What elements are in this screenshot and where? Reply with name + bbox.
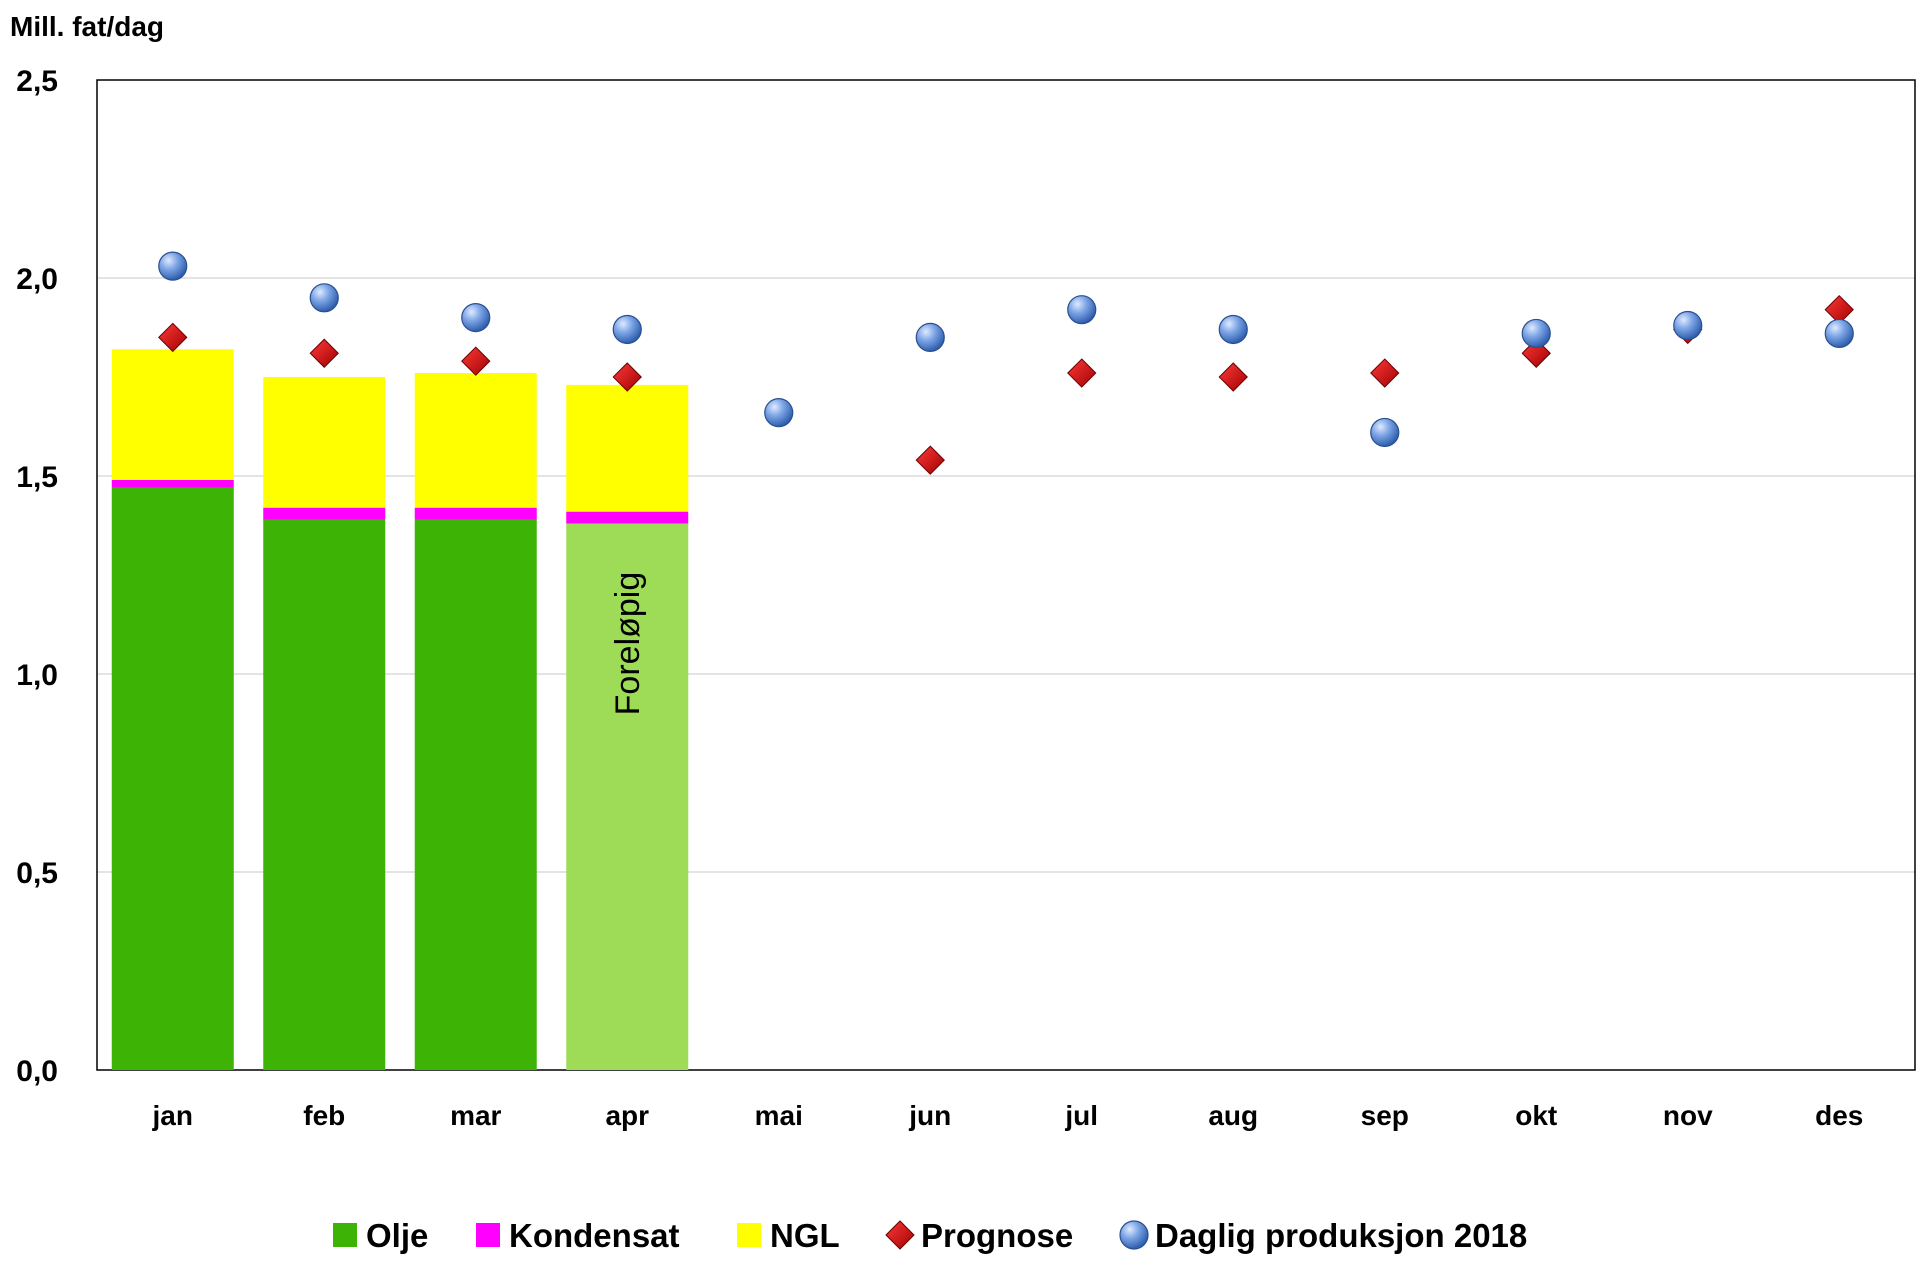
- x-tick-mar: mar: [450, 1100, 501, 1131]
- bar-kondensat-apr: [566, 511, 689, 524]
- legend-swatch-daglig-produksjon-2018: [1119, 1220, 1149, 1250]
- x-tick-okt: okt: [1515, 1100, 1557, 1131]
- legend-label-daglig-produksjon-2018: Daglig produksjon 2018: [1155, 1217, 1527, 1254]
- plot-area-border: [96, 79, 1916, 1071]
- prognose-point-jul: [1067, 358, 1097, 388]
- x-axis-ticks: jan feb mar apr mai jun jul aug sep okt nov des: [152, 1100, 1864, 1131]
- bar-olje-apr: [566, 523, 689, 1070]
- daglig-point-mai: [764, 398, 794, 428]
- bar-kondensat-mar: [414, 507, 537, 520]
- daglig-point-jul: [1067, 295, 1097, 325]
- x-tick-sep: sep: [1361, 1100, 1409, 1131]
- bar-ngl-jan: [111, 349, 234, 480]
- y-axis-label: Mill. fat/dag: [10, 11, 164, 42]
- daglig-point-okt: [1521, 318, 1551, 349]
- legend-label-ngl: NGL: [770, 1217, 840, 1254]
- y-tick-label: 1,5: [16, 461, 58, 494]
- x-tick-jun: jun: [908, 1100, 951, 1131]
- legend-label-prognose: Prognose: [921, 1217, 1073, 1254]
- legend: Olje Kondensat NGL Prognose Daglig produksjo…: [333, 1217, 1527, 1254]
- gridlines: [97, 277, 1915, 873]
- daglig-point-des: [1824, 318, 1854, 349]
- y-axis-ticks: 0,0 0,5 1,0 1,5 2,0 2,5: [16, 65, 58, 1088]
- y-tick-label: 1,0: [16, 659, 58, 692]
- legend-swatch-olje: [333, 1223, 357, 1247]
- daglig-point-jun: [915, 322, 945, 352]
- prognose-point-mar: [461, 346, 491, 376]
- bar-olje-jan: [111, 487, 234, 1070]
- prognose-point-sep: [1370, 358, 1400, 388]
- prognose-point-jun: [915, 445, 945, 475]
- daglig-point-nov: [1673, 310, 1703, 341]
- daglig-point-jan: [158, 251, 188, 281]
- bar-olje-mar: [414, 519, 537, 1070]
- bar-ngl-feb: [263, 377, 386, 508]
- preliminary-label: Foreløpig: [609, 572, 647, 716]
- prognose-point-jan: [158, 322, 188, 353]
- preliminary-annotation: Foreløpig: [609, 572, 647, 716]
- x-tick-aug: aug: [1208, 1100, 1258, 1131]
- daglig-point-aug: [1218, 314, 1248, 345]
- y-tick-label: 2,5: [16, 65, 58, 98]
- legend-swatch-prognose: [885, 1220, 915, 1250]
- x-tick-mai: mai: [755, 1100, 803, 1131]
- y-tick-label: 0,5: [16, 857, 58, 890]
- y-tick-label: 0,0: [16, 1055, 58, 1088]
- x-tick-feb: feb: [303, 1100, 345, 1131]
- marker-series: [158, 251, 1854, 475]
- daglig-point-feb: [309, 283, 339, 313]
- stacked-bars: [111, 349, 689, 1070]
- legend-swatch-kondensat: [476, 1223, 500, 1247]
- x-tick-apr: apr: [605, 1100, 649, 1131]
- legend-swatch-ngl: [737, 1223, 761, 1247]
- bar-ngl-apr: [566, 384, 689, 512]
- y-tick-label: 2,0: [16, 263, 58, 296]
- daglig-point-sep: [1370, 417, 1400, 448]
- x-tick-nov: nov: [1663, 1100, 1713, 1131]
- bar-ngl-mar: [414, 373, 537, 508]
- prognose-point-aug: [1218, 362, 1248, 392]
- daglig-point-mar: [461, 303, 491, 333]
- bar-kondensat-feb: [263, 507, 386, 520]
- legend-label-kondensat: Kondensat: [509, 1217, 680, 1254]
- prognose-point-feb: [309, 338, 339, 368]
- legend-label-olje: Olje: [366, 1217, 428, 1254]
- bar-olje-feb: [263, 519, 386, 1070]
- x-tick-jan: jan: [152, 1100, 193, 1131]
- prognose-point-apr: [612, 362, 642, 392]
- daglig-point-apr: [612, 314, 642, 345]
- bar-kondensat-jan: [111, 479, 234, 488]
- x-tick-des: des: [1815, 1100, 1863, 1131]
- x-tick-jul: jul: [1064, 1100, 1098, 1131]
